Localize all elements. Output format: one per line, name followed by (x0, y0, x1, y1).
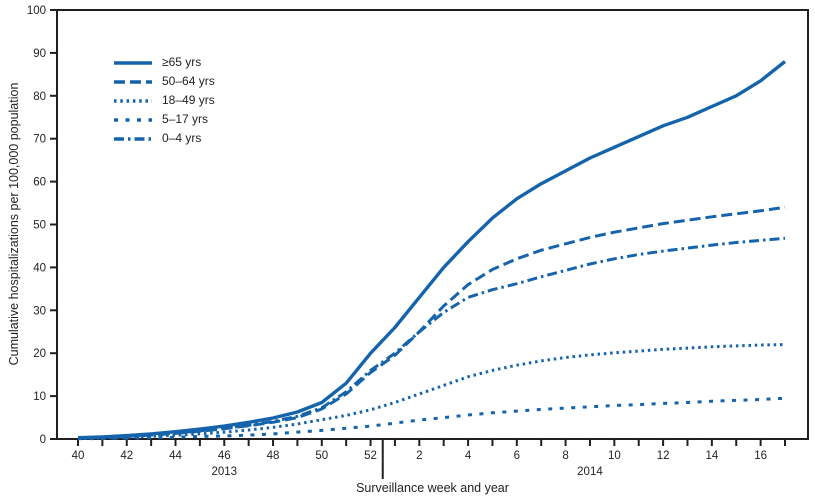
legend-label: 18–49 yrs (162, 93, 215, 107)
y-tick-label: 100 (27, 5, 46, 17)
x-axis-title: Surveillance week and year (356, 481, 509, 495)
y-tick-label: 10 (33, 391, 46, 403)
y-tick-label: 20 (33, 348, 46, 360)
x-tick-label: 50 (315, 450, 328, 462)
y-tick-label: 30 (33, 305, 46, 317)
x-tick-label: 2 (416, 450, 422, 462)
legend-item: 18–49 yrs (113, 91, 215, 110)
y-tick-label: 80 (33, 91, 46, 103)
legend-line-5-17-icon (114, 117, 152, 122)
y-tick-label: 40 (33, 262, 46, 274)
legend-label: 50–64 yrs (162, 74, 215, 88)
y-tick-label: 70 (33, 134, 46, 146)
x-tick-label: 46 (218, 450, 231, 462)
legend-label: 0–4 yrs (162, 131, 202, 145)
legend-item: 5–17 yrs (113, 110, 215, 129)
legend-line-65plus-icon (114, 60, 152, 65)
series-line-4 (77, 236, 786, 440)
series-line-1 (77, 205, 786, 440)
year-label: 2014 (577, 466, 603, 478)
year-label: 2013 (211, 466, 237, 478)
x-tick-label: 16 (754, 450, 767, 462)
y-tick-label: 50 (33, 220, 46, 232)
legend-label: ≥65 yrs (162, 55, 202, 69)
legend: ≥65 yrs 50–64 yrs 18–49 yrs 5–17 yrs 0–4… (113, 53, 215, 148)
x-tick-label: 12 (657, 450, 670, 462)
y-tick-label: 60 (33, 177, 46, 189)
x-tick-label: 14 (705, 450, 718, 462)
x-tick-label: 4 (465, 450, 472, 462)
series-line-3 (78, 396, 786, 441)
series-line-0 (77, 60, 787, 440)
series-line-2 (77, 343, 786, 441)
x-tick-label: 8 (562, 450, 568, 462)
y-tick-label: 0 (40, 434, 46, 446)
x-tick-label: 40 (72, 450, 85, 462)
x-tick-label: 42 (120, 450, 133, 462)
legend-item: 50–64 yrs (113, 72, 215, 91)
x-tick-label: 52 (364, 450, 377, 462)
legend-line-0-4-icon (114, 136, 152, 141)
x-tick-label: 6 (514, 450, 520, 462)
legend-item: ≥65 yrs (113, 53, 215, 72)
y-axis-title: Cumulative hospitalizations per 100,000 … (7, 82, 21, 366)
x-tick-label: 10 (608, 450, 621, 462)
legend-line-50-64-icon (114, 79, 152, 84)
y-tick-label: 90 (33, 48, 46, 60)
legend-label: 5–17 yrs (162, 112, 209, 126)
x-tick-label: 44 (169, 450, 182, 462)
legend-line-18-49-icon (114, 98, 152, 103)
x-tick-label: 48 (267, 450, 280, 462)
legend-item: 0–4 yrs (113, 129, 215, 148)
